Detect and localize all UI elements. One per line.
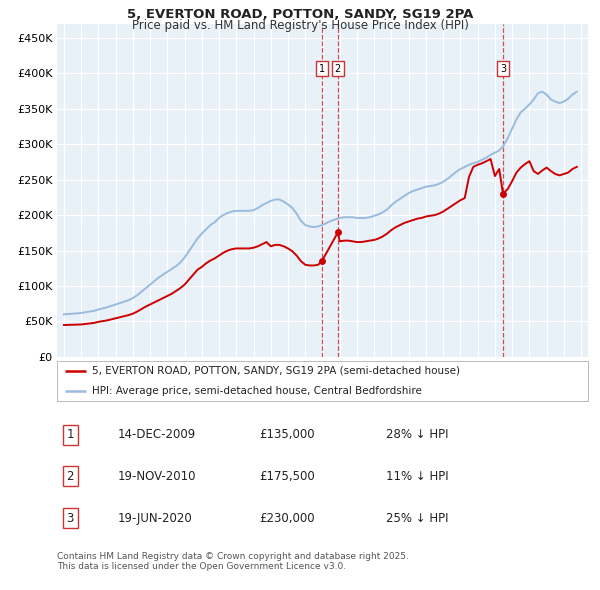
Text: £175,500: £175,500 <box>259 470 314 483</box>
Text: 2: 2 <box>335 64 341 74</box>
Text: 3: 3 <box>500 64 506 74</box>
Text: 11% ↓ HPI: 11% ↓ HPI <box>386 470 449 483</box>
Text: Contains HM Land Registry data © Crown copyright and database right 2025.
This d: Contains HM Land Registry data © Crown c… <box>57 552 409 571</box>
Text: 5, EVERTON ROAD, POTTON, SANDY, SG19 2PA: 5, EVERTON ROAD, POTTON, SANDY, SG19 2PA <box>127 8 473 21</box>
Text: 14-DEC-2009: 14-DEC-2009 <box>118 428 196 441</box>
Text: 25% ↓ HPI: 25% ↓ HPI <box>386 512 449 525</box>
Text: 3: 3 <box>67 512 74 525</box>
Text: Price paid vs. HM Land Registry's House Price Index (HPI): Price paid vs. HM Land Registry's House … <box>131 19 469 32</box>
Text: HPI: Average price, semi-detached house, Central Bedfordshire: HPI: Average price, semi-detached house,… <box>92 386 421 396</box>
Text: 28% ↓ HPI: 28% ↓ HPI <box>386 428 449 441</box>
Text: 1: 1 <box>67 428 74 441</box>
Text: £230,000: £230,000 <box>259 512 314 525</box>
Text: 19-NOV-2010: 19-NOV-2010 <box>118 470 197 483</box>
Text: 1: 1 <box>319 64 325 74</box>
Text: 2: 2 <box>67 470 74 483</box>
Text: £135,000: £135,000 <box>259 428 314 441</box>
Text: 19-JUN-2020: 19-JUN-2020 <box>118 512 193 525</box>
Text: 5, EVERTON ROAD, POTTON, SANDY, SG19 2PA (semi-detached house): 5, EVERTON ROAD, POTTON, SANDY, SG19 2PA… <box>92 366 460 376</box>
